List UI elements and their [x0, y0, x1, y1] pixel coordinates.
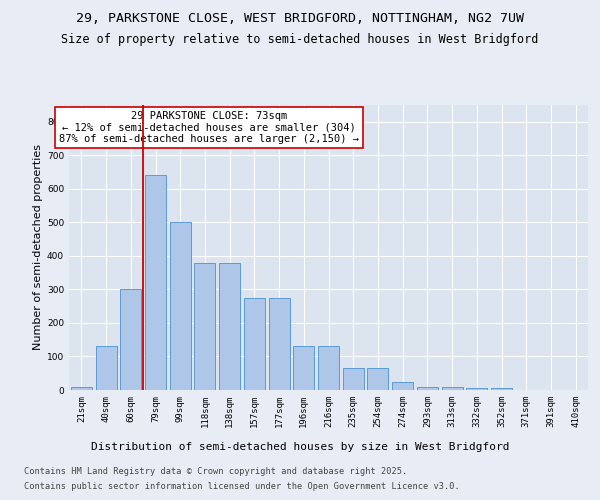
Bar [71, 386, 92, 390]
Bar [417, 386, 438, 390]
Bar [219, 262, 240, 390]
Bar [244, 298, 265, 390]
Bar [293, 346, 314, 390]
Bar [269, 298, 290, 390]
Bar [194, 262, 215, 390]
Text: 29 PARKSTONE CLOSE: 73sqm
← 12% of semi-detached houses are smaller (304)
87% of: 29 PARKSTONE CLOSE: 73sqm ← 12% of semi-… [59, 110, 359, 144]
Text: Contains public sector information licensed under the Open Government Licence v3: Contains public sector information licen… [24, 482, 460, 491]
Bar [367, 368, 388, 390]
Bar [466, 388, 487, 390]
Bar [95, 346, 116, 390]
Bar [442, 386, 463, 390]
Bar [170, 222, 191, 390]
Bar [318, 346, 339, 390]
Text: Distribution of semi-detached houses by size in West Bridgford: Distribution of semi-detached houses by … [91, 442, 509, 452]
Y-axis label: Number of semi-detached properties: Number of semi-detached properties [33, 144, 43, 350]
Text: Contains HM Land Registry data © Crown copyright and database right 2025.: Contains HM Land Registry data © Crown c… [24, 467, 407, 476]
Bar [145, 176, 166, 390]
Bar [343, 368, 364, 390]
Bar [491, 388, 512, 390]
Bar [120, 290, 141, 390]
Text: Size of property relative to semi-detached houses in West Bridgford: Size of property relative to semi-detach… [61, 32, 539, 46]
Bar [392, 382, 413, 390]
Text: 29, PARKSTONE CLOSE, WEST BRIDGFORD, NOTTINGHAM, NG2 7UW: 29, PARKSTONE CLOSE, WEST BRIDGFORD, NOT… [76, 12, 524, 26]
